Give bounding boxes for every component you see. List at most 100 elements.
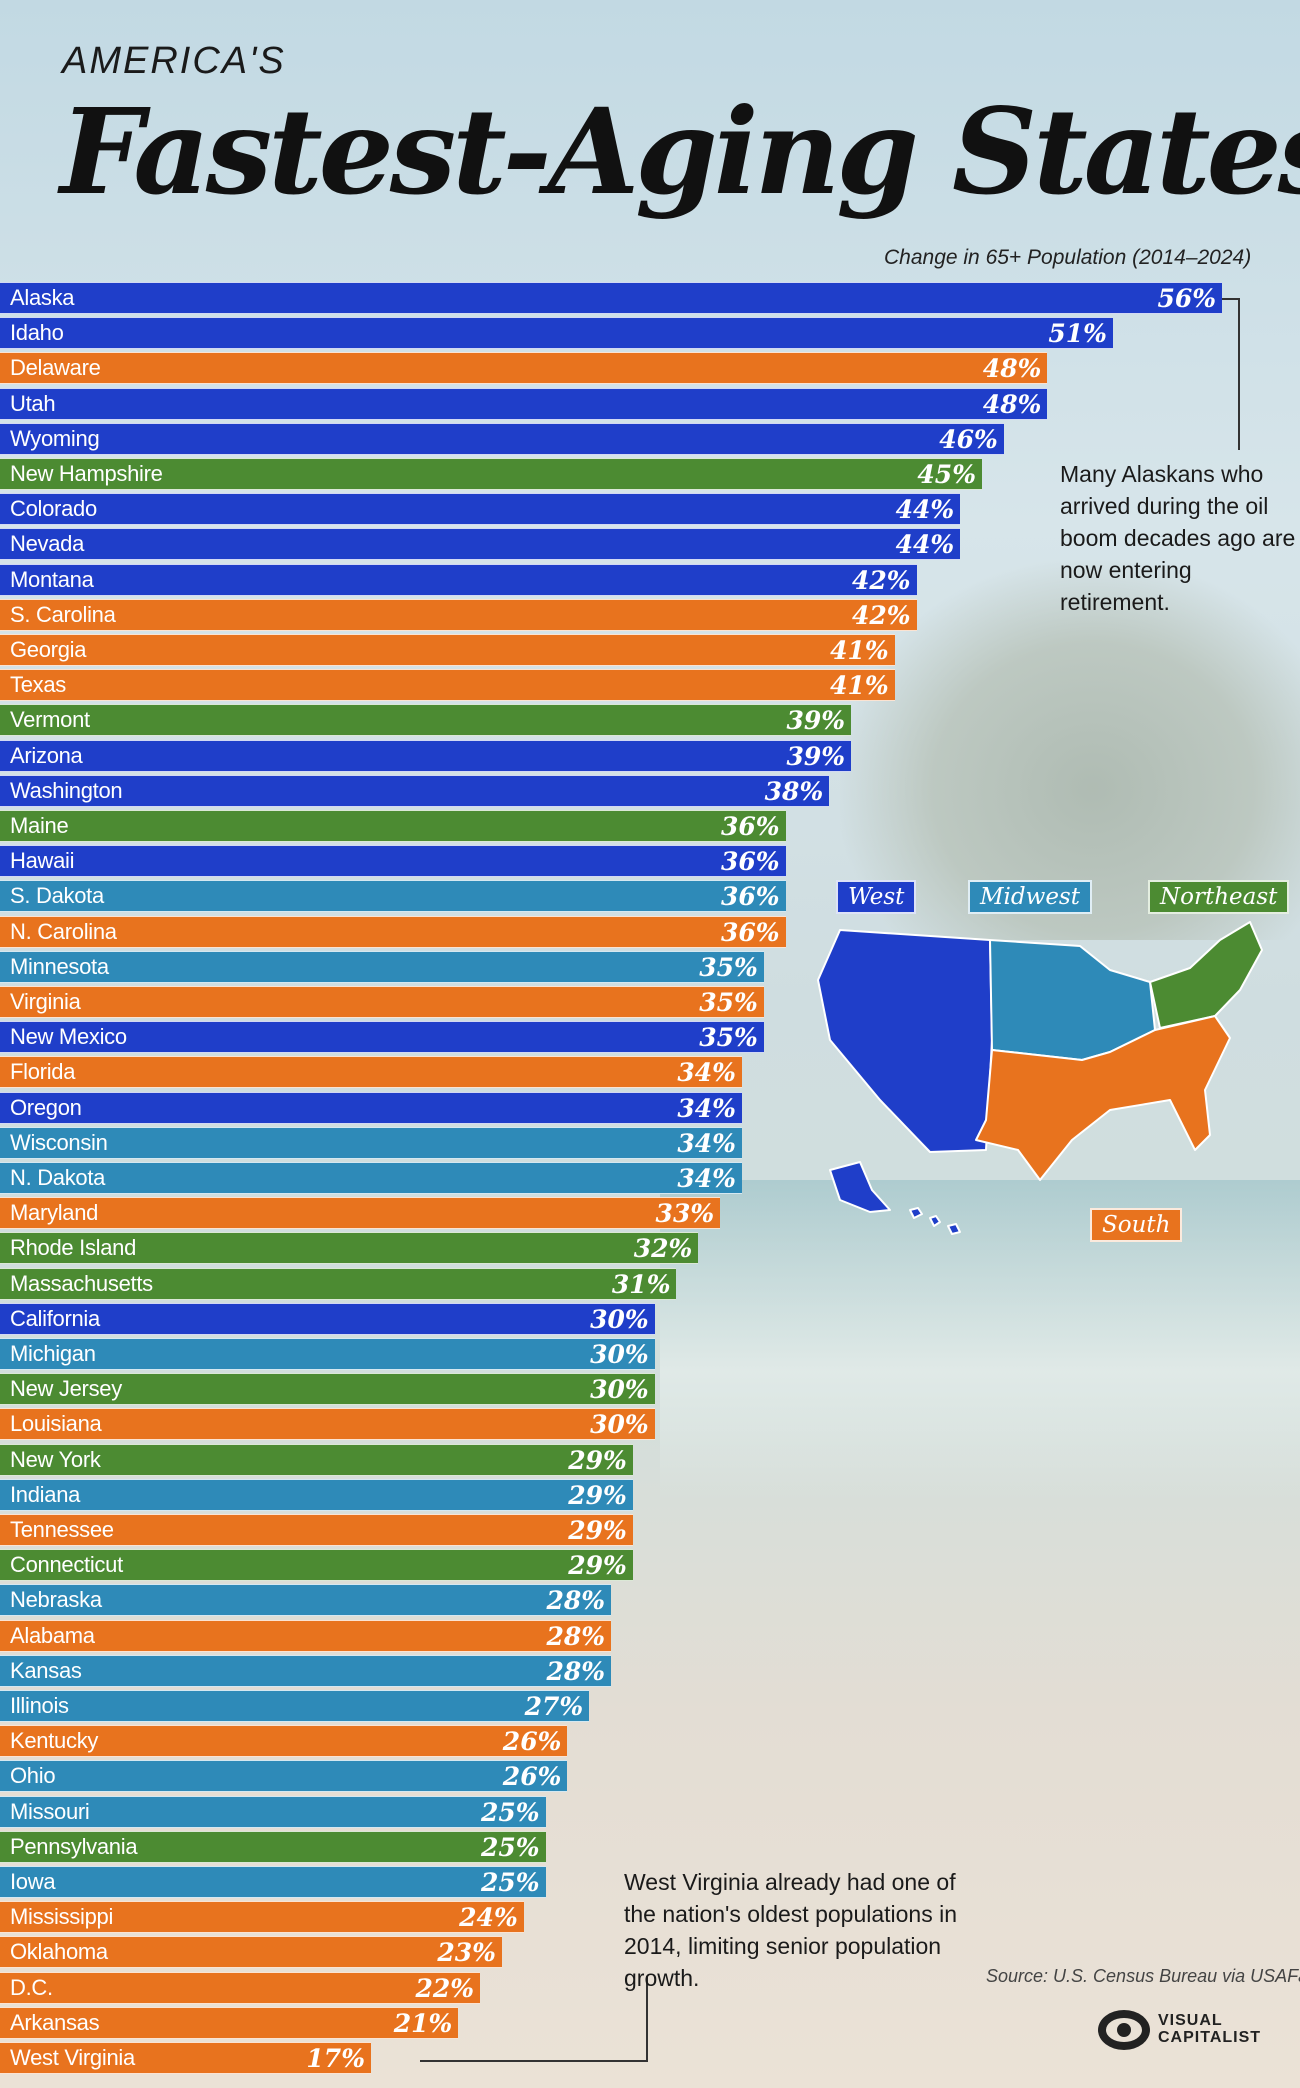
- bar-label: Missouri: [10, 1798, 90, 1824]
- bar-value-label: 39%: [786, 741, 846, 771]
- bar-value-label: 34%: [677, 1128, 736, 1158]
- bar-label: Tennessee: [10, 1517, 114, 1542]
- wv-connector-horizontal: [420, 2060, 648, 2062]
- west-virginia-annotation: West Virginia already had one of the nat…: [624, 1869, 958, 1991]
- bar-label: N. Carolina: [10, 918, 117, 944]
- bar-vermont: Vermont 39%: [0, 704, 852, 737]
- bar-value-label: 44%: [895, 495, 955, 525]
- bar-label: Massachusetts: [10, 1270, 153, 1296]
- page-title: Fastest-Aging States: [60, 82, 1300, 221]
- bar-utah: Utah 48%: [0, 387, 1048, 420]
- chart-subtitle: Change in 65+ Population (2014–2024): [884, 246, 1252, 269]
- bar-value-label: 36%: [721, 847, 780, 877]
- logo-text: VISUAL CAPITALIST: [1158, 2012, 1261, 2046]
- bar-label: Florida: [10, 1059, 76, 1085]
- bar-label: Texas: [10, 672, 66, 698]
- bar-idaho: Idaho 51%: [0, 317, 1113, 350]
- bar-value-label: 28%: [546, 1656, 605, 1686]
- bar-label: Idaho: [10, 320, 64, 346]
- bar-value-label: 23%: [437, 1938, 496, 1968]
- us-regions-map: [817, 921, 1263, 1235]
- bar-label: Rhode Island: [10, 1235, 137, 1261]
- bar-value-label: 51%: [1048, 319, 1107, 349]
- bar-value-label: 24%: [459, 1903, 518, 1933]
- bar-value-label: 48%: [982, 389, 1042, 419]
- bar-label: Georgia: [10, 637, 87, 662]
- bar-ohio: Ohio 26%: [0, 1760, 568, 1793]
- bar-value-label: 36%: [721, 882, 780, 912]
- bar-label: Kentucky: [10, 1728, 99, 1754]
- alaska-connector-horizontal: [1222, 298, 1240, 300]
- bar-connecticut: Connecticut 29%: [0, 1549, 633, 1582]
- bar-label: New Mexico: [10, 1024, 127, 1050]
- bar-colorado: Colorado 44%: [0, 493, 961, 526]
- bar-hawaii: Hawaii 36%: [0, 845, 786, 878]
- bar-delaware: Delaware 48%: [0, 352, 1048, 385]
- bar-alaska: Alaska 56%: [0, 282, 1222, 314]
- bar-value-label: 34%: [677, 1058, 736, 1088]
- bar-maine: Maine 36%: [0, 810, 786, 842]
- bar-value-label: 30%: [590, 1375, 649, 1405]
- bar-value-label: 25%: [480, 1797, 540, 1827]
- bar-label: Utah: [10, 390, 56, 416]
- bar-label: Arkansas: [10, 2009, 100, 2035]
- bar-label: Michigan: [10, 1341, 96, 1366]
- bar-n-carolina: N. Carolina 36%: [0, 915, 786, 948]
- bar-label: Kansas: [10, 1657, 82, 1683]
- logo-mark-icon: [1098, 2010, 1150, 2050]
- bar-maryland: Maryland 33%: [0, 1197, 721, 1230]
- logo-line2: CAPITALIST: [1158, 2029, 1262, 2046]
- bar-value-label: 31%: [611, 1269, 671, 1299]
- bar-value-label: 21%: [393, 2008, 453, 2038]
- alaska-annotation: Many Alaskans who arrived during the oil…: [1060, 461, 1296, 615]
- bar-value-label: 28%: [546, 1586, 605, 1616]
- bar-label: New York: [10, 1446, 101, 1472]
- bar-value-label: 44%: [895, 530, 955, 560]
- visual-capitalist-logo: VISUAL CAPITALIST: [1096, 2008, 1296, 2052]
- map-region-south: [975, 1015, 1231, 1181]
- bar-value-label: 35%: [699, 952, 758, 982]
- bar-value-label: 30%: [590, 1410, 649, 1440]
- bar-value-label: 38%: [764, 776, 824, 806]
- bar-value-label: 29%: [568, 1551, 627, 1581]
- bar-value-label: 29%: [568, 1516, 627, 1545]
- background-mountain: [840, 560, 1300, 940]
- bar-value-label: 28%: [546, 1621, 605, 1651]
- bar-value-label: 25%: [480, 1868, 540, 1897]
- bar-tennessee: Tennessee 29%: [0, 1514, 633, 1546]
- wv-connector-vertical: [646, 1976, 648, 2062]
- bar-value-label: 29%: [568, 1480, 627, 1510]
- bar-s-dakota: S. Dakota 36%: [0, 880, 786, 913]
- bar-label: Ohio: [10, 1763, 56, 1789]
- legend-northeast: Northeast: [1148, 880, 1290, 914]
- bar-label: Iowa: [10, 1869, 56, 1894]
- bar-label: Vermont: [10, 707, 90, 733]
- bar-value-label: 48%: [982, 354, 1042, 384]
- bar-label: Colorado: [10, 496, 97, 522]
- bar-florida: Florida 34%: [0, 1056, 742, 1089]
- bar-label: West Virginia: [10, 2045, 135, 2070]
- bar-d-c: D.C. 22%: [0, 1971, 481, 2004]
- bar-wisconsin: Wisconsin 34%: [0, 1126, 742, 1159]
- bar-new-jersey: New Jersey 30%: [0, 1373, 655, 1406]
- bar-value-label: 45%: [917, 460, 976, 489]
- bar-label: S. Carolina: [10, 601, 116, 627]
- bar-washington: Washington 38%: [0, 774, 830, 807]
- bar-label: Maine: [10, 813, 69, 838]
- bar-value-label: 34%: [677, 1093, 736, 1123]
- bar-value-label: 36%: [721, 812, 780, 841]
- bar-label: Montana: [10, 566, 94, 592]
- bar-label: Wyoming: [10, 425, 100, 451]
- bar-virginia: Virginia 35%: [0, 986, 764, 1018]
- bar-new-hampshire: New Hampshire 45%: [0, 458, 982, 490]
- bar-minnesota: Minnesota 35%: [0, 950, 764, 983]
- bar-montana: Montana 42%: [0, 563, 917, 596]
- bar-value-label: 22%: [415, 1973, 475, 2003]
- bar-value-label: 56%: [1157, 284, 1216, 313]
- bar-value-label: 35%: [699, 988, 758, 1017]
- bar-value-label: 30%: [590, 1304, 649, 1334]
- bar-indiana: Indiana 29%: [0, 1478, 633, 1511]
- bar-value-label: 27%: [524, 1692, 584, 1721]
- bar-oklahoma: Oklahoma 23%: [0, 1936, 502, 1969]
